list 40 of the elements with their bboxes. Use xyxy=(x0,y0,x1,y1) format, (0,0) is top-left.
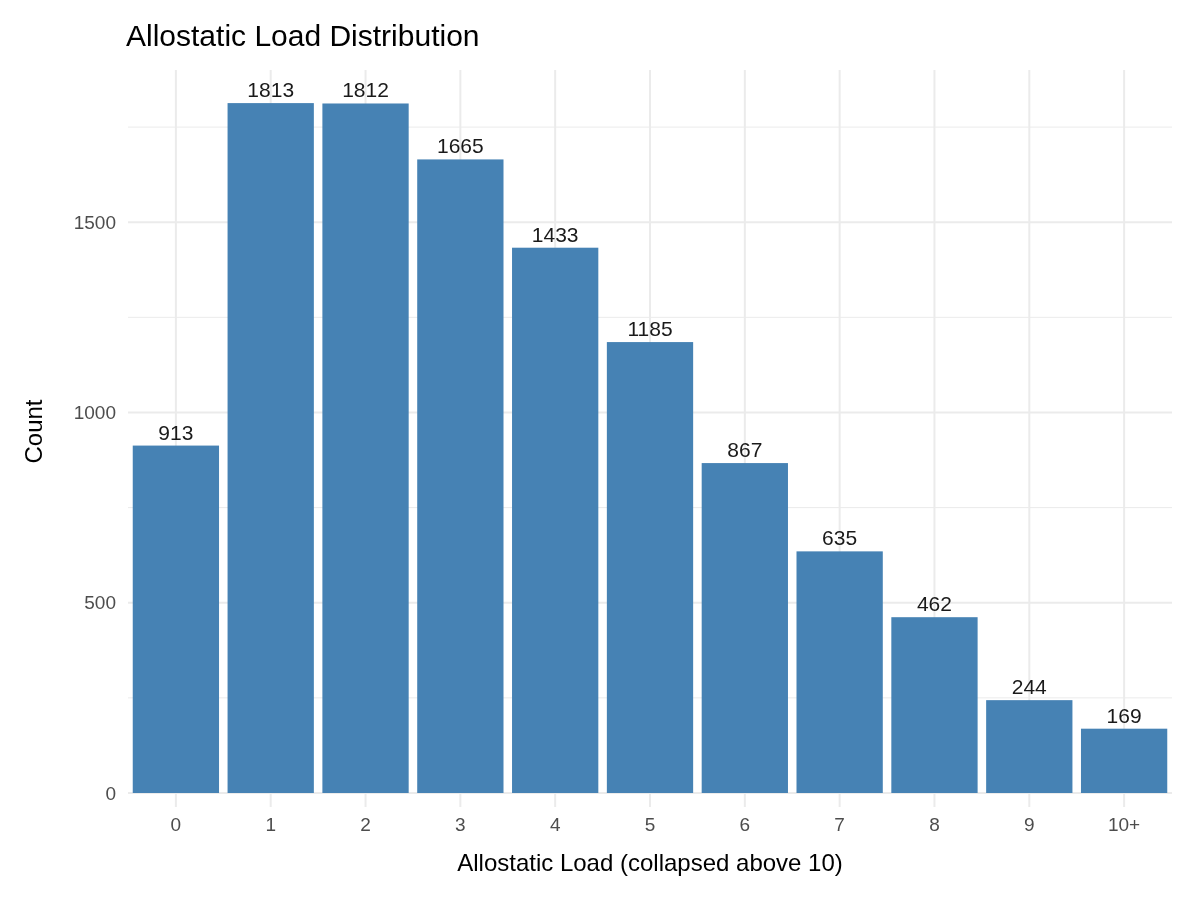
data-label: 867 xyxy=(727,438,763,462)
bar xyxy=(606,342,694,793)
data-label: 1812 xyxy=(342,78,389,102)
bar xyxy=(417,159,504,793)
bar xyxy=(1080,728,1168,793)
data-label: 462 xyxy=(916,592,952,616)
y-tick-label: 500 xyxy=(84,592,116,614)
x-tick-label: 6 xyxy=(739,814,751,835)
x-tick-label: 1 xyxy=(265,814,276,835)
y-axis-title: Count xyxy=(20,399,47,464)
bar xyxy=(796,551,883,793)
data-label: 1433 xyxy=(531,222,579,246)
y-tick-label: 1500 xyxy=(73,211,116,233)
data-label: 169 xyxy=(1106,703,1142,727)
x-tick-label: 9 xyxy=(1024,814,1035,835)
x-axis-title: Allostatic Load (collapsed above 10) xyxy=(457,849,843,876)
x-tick-label: 8 xyxy=(929,814,940,835)
y-tick-label: 1000 xyxy=(73,402,116,424)
data-label: 1185 xyxy=(627,317,673,341)
bar xyxy=(132,445,220,793)
bar xyxy=(512,247,599,793)
chart-title: Allostatic Load Distribution xyxy=(126,19,480,52)
data-label: 244 xyxy=(1011,675,1048,699)
x-tick-label: 5 xyxy=(644,814,656,835)
y-tick-label: 0 xyxy=(105,782,116,804)
bar xyxy=(322,103,409,793)
data-label: 635 xyxy=(822,526,858,550)
bar xyxy=(891,617,978,793)
data-label: 1813 xyxy=(247,78,295,102)
x-tick-label: 2 xyxy=(360,814,371,835)
x-tick-label: 10+ xyxy=(1108,814,1141,835)
x-tick-label: 0 xyxy=(170,814,182,835)
x-tick-label: 7 xyxy=(834,814,845,835)
bar xyxy=(701,463,788,793)
x-tick-label: 4 xyxy=(549,814,561,835)
data-label: 1665 xyxy=(436,134,484,158)
bar xyxy=(227,103,314,793)
x-tick-label: 3 xyxy=(455,814,466,835)
data-label: 913 xyxy=(158,420,194,444)
bar xyxy=(986,700,1073,793)
